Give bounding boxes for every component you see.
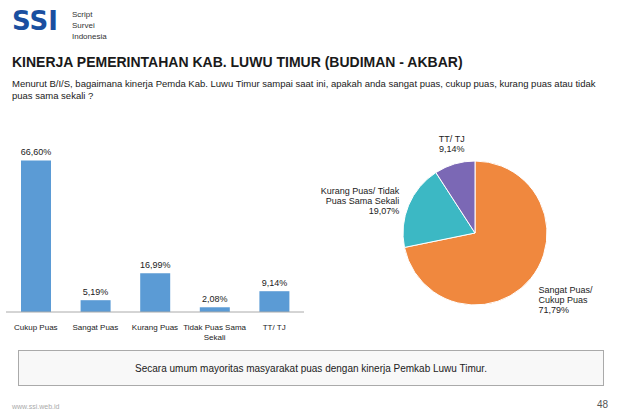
svg-text:Sangat Puas: Sangat Puas xyxy=(72,323,118,332)
html-text:Secara umum mayoritas masyarak: Secara umum mayoritas masyarakat puas de… xyxy=(135,362,487,374)
svg-text:Kurang Puas/ TidakPuas Sama Se: Kurang Puas/ TidakPuas Sama Sekali19,07% xyxy=(321,186,400,216)
svg-text:Tidak Puas SamaSekali: Tidak Puas SamaSekali xyxy=(183,323,246,342)
html-text:Indonesia: Indonesia xyxy=(72,32,107,41)
html-text:Survei: Survei xyxy=(72,21,95,30)
html-text:Menurut B/I/S, bagaimana kiner: Menurut B/I/S, bagaimana kinerja Pemda K… xyxy=(12,78,596,102)
svg-text:TT/ TJ9,14%: TT/ TJ9,14% xyxy=(439,134,465,154)
html-text:SSI: SSI xyxy=(12,6,58,36)
html-text:Script: Script xyxy=(72,10,93,19)
svg-text:Kurang Puas: Kurang Puas xyxy=(132,323,178,332)
svg-text:Cukup Puas: Cukup Puas xyxy=(14,323,58,332)
svg-text:2,08%: 2,08% xyxy=(202,294,228,304)
html-text:www.ssi.web.id: www.ssi.web.id xyxy=(12,403,60,410)
svg-text:Sangat Puas/Cukup Puas71,79%: Sangat Puas/Cukup Puas71,79% xyxy=(539,285,594,315)
html-text:KINERJA PEMERINTAHAN KAB. LUWU: KINERJA PEMERINTAHAN KAB. LUWU TIMUR (BU… xyxy=(12,54,463,70)
svg-text:16,99%: 16,99% xyxy=(140,260,171,270)
svg-text:TT/ TJ: TT/ TJ xyxy=(263,323,286,332)
svg-text:66,60%: 66,60% xyxy=(21,147,52,157)
svg-text:5,19%: 5,19% xyxy=(83,287,109,297)
svg-text:9,14%: 9,14% xyxy=(262,278,288,288)
html-text:48: 48 xyxy=(596,399,608,410)
